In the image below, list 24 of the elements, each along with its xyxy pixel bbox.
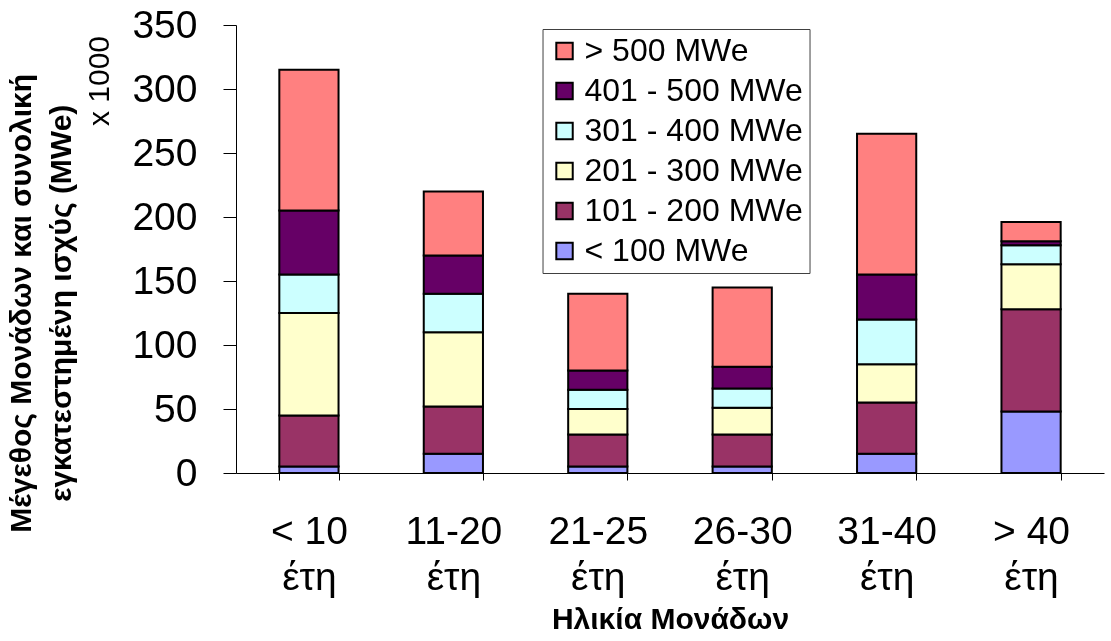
- legend-label: 301 - 400 MWe: [584, 112, 803, 148]
- legend-label: 201 - 300 MWe: [584, 152, 803, 188]
- y-tick-label: 350: [132, 2, 198, 46]
- legend-label: 401 - 500 MWe: [584, 72, 803, 108]
- legend-label: 101 - 200 MWe: [584, 192, 803, 228]
- bar: [1000, 221, 1062, 243]
- y-tick-label: 250: [132, 130, 198, 174]
- x-tick-label: > 40 έτη: [993, 508, 1071, 598]
- x-tick-label: < 10 έτη: [270, 508, 348, 598]
- text: x 1000: [82, 35, 115, 127]
- x-tick-label: 21-25 έτη: [548, 508, 649, 598]
- legend-label: > 500 MWe: [584, 32, 749, 68]
- x-tick-label: 26-30 έτη: [692, 508, 793, 598]
- x-tick-label: 31-40 έτη: [837, 508, 938, 598]
- y-tick-label: 200: [132, 194, 198, 238]
- y-tick-label: 0: [175, 450, 198, 494]
- y-tick-label: 150: [132, 258, 198, 302]
- y-tick-label: 300: [132, 66, 198, 110]
- y-axis-title: Μέγεθος Μονάδων και συνολική εγκατεστημένη ισχύς (MWe): [4, 73, 78, 533]
- y-tick-label: 100: [132, 322, 198, 366]
- y-tick-label: 50: [154, 386, 198, 430]
- x-tick-label: 11-20 έτη: [405, 508, 503, 598]
- x-axis-title: Ηλικία Μονάδων: [551, 601, 790, 635]
- legend-label: < 100 MWe: [584, 232, 749, 268]
